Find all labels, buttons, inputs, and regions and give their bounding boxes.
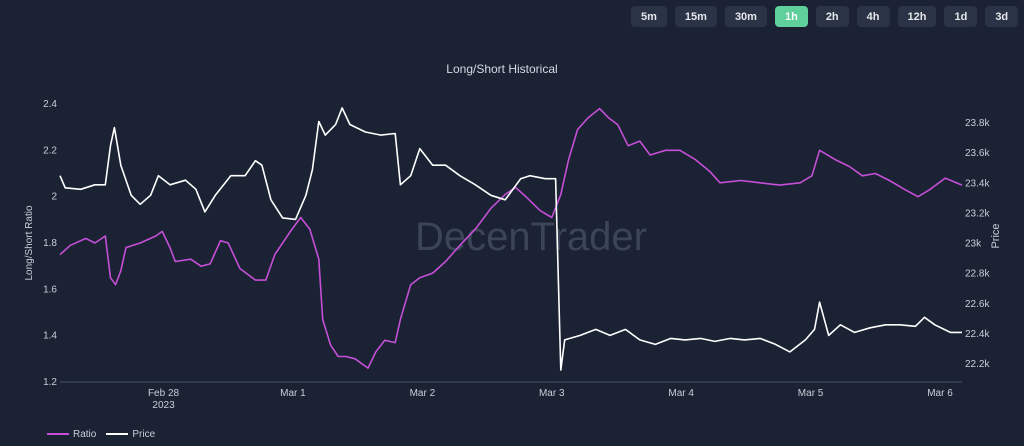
y-tick-label: 1.2 <box>43 377 57 388</box>
y2-tick-label: 23.6k <box>965 148 990 159</box>
y2-tick-label: 22.4k <box>965 329 990 340</box>
timeframe-15m[interactable]: 15m <box>674 6 717 27</box>
series-line-price <box>59 107 962 371</box>
legend-label: Price <box>132 429 156 440</box>
x-tick-label: Mar 3 <box>539 388 565 399</box>
y2-tick-label: 23.4k <box>965 178 990 189</box>
y2-tick-label: 22.2k <box>965 359 990 370</box>
legend: Ratio Price <box>47 429 155 440</box>
y2-axis-label: Price <box>990 223 1002 248</box>
timeframe-4h[interactable]: 4h <box>856 6 890 27</box>
y2-tick-label: 23.8k <box>965 118 990 129</box>
timeframe-1d[interactable]: 1d <box>944 6 978 27</box>
x-tick-label: Mar 6 <box>927 388 953 399</box>
y-tick-label: 2.4 <box>43 99 57 110</box>
x-tick-label: Mar 5 <box>798 388 824 399</box>
x-tick-label: Mar 1 <box>280 388 306 399</box>
x-tick-sublabel: 2023 <box>152 400 175 411</box>
y-tick-label: 2.2 <box>43 145 57 156</box>
y-axis-label: Long/Short Ratio <box>24 205 35 280</box>
legend-label: Ratio <box>73 429 97 440</box>
legend-item-ratio[interactable]: Ratio <box>47 429 96 440</box>
y2-tick-label: 23k <box>965 239 982 250</box>
legend-item-price[interactable]: Price <box>106 429 155 440</box>
y-tick-label: 1.6 <box>43 284 57 295</box>
series-line-ratio <box>59 107 963 369</box>
timeframe-1h[interactable]: 1h <box>774 6 808 27</box>
y2-tick-label: 22.6k <box>965 299 990 310</box>
timeframe-3d[interactable]: 3d <box>985 6 1019 27</box>
y-tick-label: 1.8 <box>43 238 57 249</box>
y2-tick-label: 23.2k <box>965 208 990 219</box>
y-tick-label: 2 <box>51 192 57 203</box>
y2-tick-label: 22.8k <box>965 269 990 280</box>
timeframe-12h[interactable]: 12h <box>897 6 937 27</box>
x-tick-label: Feb 28 <box>148 388 180 399</box>
chart-title: Long/Short Historical <box>446 62 557 76</box>
timeframe-2h[interactable]: 2h <box>815 6 849 27</box>
price-swatch <box>106 433 129 436</box>
timeframe-5m[interactable]: 5m <box>631 6 667 27</box>
timeframe-30m[interactable]: 30m <box>724 6 767 27</box>
x-tick-label: Mar 2 <box>410 388 436 399</box>
timeframe-selector: 5m 15m 30m 1h 2h 4h 12h 1d 3d <box>631 6 1019 27</box>
watermark: DecenTrader <box>415 215 647 259</box>
y-tick-label: 1.4 <box>43 331 57 342</box>
ratio-swatch <box>47 433 69 436</box>
x-tick-label: Mar 4 <box>668 388 694 399</box>
